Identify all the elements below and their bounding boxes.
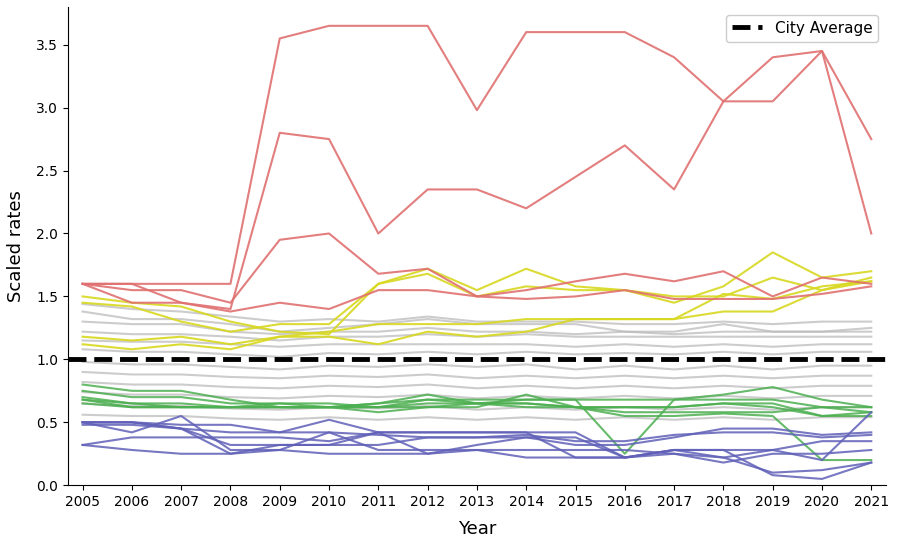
X-axis label: Year: Year [458,520,496,538]
Legend: City Average: City Average [726,15,878,42]
Y-axis label: Scaled rates: Scaled rates [7,190,25,302]
